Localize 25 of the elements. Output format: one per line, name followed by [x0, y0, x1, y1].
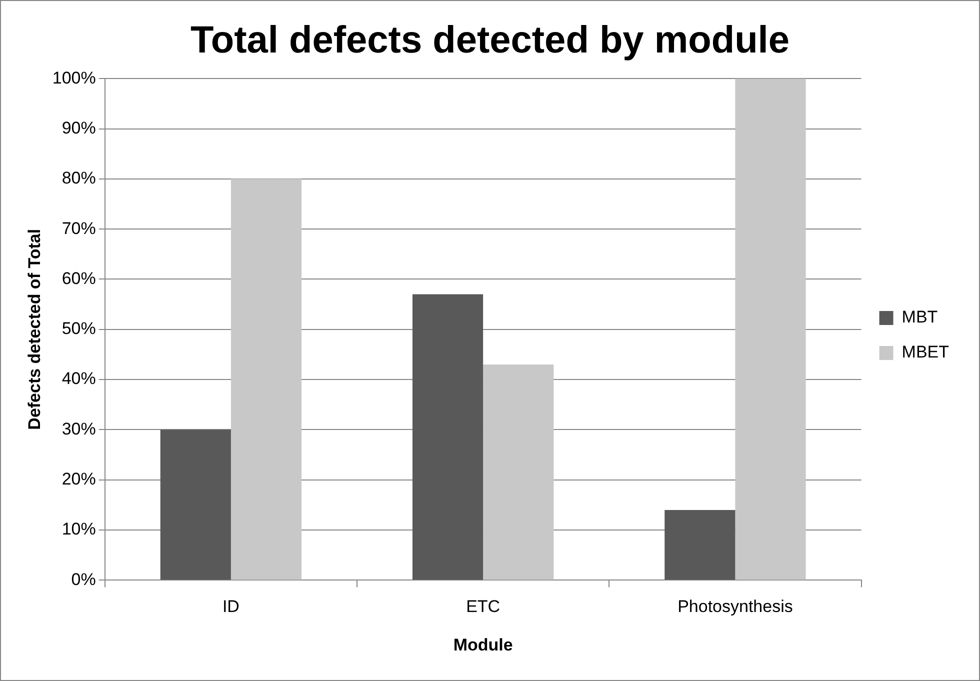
- x-tick-label: ETC: [466, 597, 500, 616]
- x-axis-title: Module: [453, 635, 513, 654]
- y-tick-label: 20%: [62, 470, 96, 489]
- y-tick-label: 40%: [62, 369, 96, 388]
- y-tick-label: 50%: [62, 319, 96, 338]
- bar: [483, 364, 554, 580]
- x-tick-label: ID: [222, 597, 240, 616]
- chart-title: Total defects detected by module: [190, 19, 790, 62]
- y-tick-label: 10%: [62, 520, 96, 539]
- bar: [160, 430, 231, 580]
- y-tick-label: 80%: [62, 168, 96, 188]
- legend-label: MBET: [902, 342, 950, 362]
- bar: [664, 510, 736, 580]
- bar: [230, 178, 302, 580]
- y-axis-title: Defects detected of Total: [24, 228, 44, 430]
- y-tick-label: 0%: [71, 570, 96, 589]
- bar: [412, 294, 484, 580]
- y-tick-label: 100%: [52, 68, 96, 88]
- y-tick-label: 90%: [62, 118, 96, 138]
- x-tick-label: Photosynthesis: [678, 597, 793, 616]
- legend-label: MBT: [902, 308, 938, 327]
- y-tick-label: 70%: [62, 218, 96, 238]
- y-tick-label: 60%: [62, 268, 96, 288]
- bar: [735, 78, 806, 580]
- y-tick-label: 30%: [62, 419, 96, 438]
